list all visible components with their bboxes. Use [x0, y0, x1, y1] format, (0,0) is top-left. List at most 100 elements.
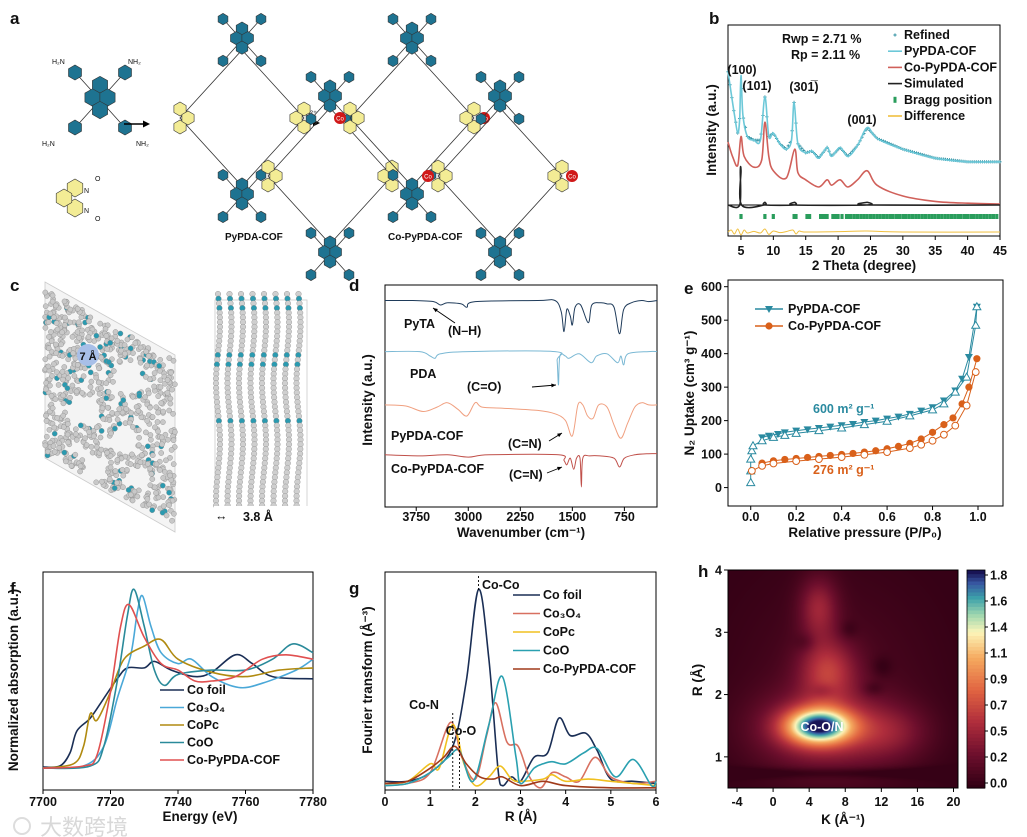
atom	[87, 391, 93, 398]
colorbar-segment	[967, 755, 985, 760]
ring	[55, 188, 73, 208]
phenyl-ring	[255, 13, 267, 26]
phenyl-ring	[513, 268, 525, 281]
atom	[163, 512, 170, 519]
atom	[51, 361, 57, 367]
atom	[60, 412, 67, 419]
chart-panel-e: 0.0 0.2 0.4 0.6 0.8 1.0 0 100 200 300 400 500 600 Rel…	[682, 279, 1004, 540]
panel-labels: a b c d e f g h	[10, 9, 719, 598]
atom	[69, 333, 76, 340]
atom	[111, 368, 117, 374]
phenyl-ring	[425, 13, 437, 26]
panel-label-b: b	[709, 9, 719, 28]
atom	[53, 341, 59, 348]
atom	[97, 434, 104, 441]
phenyl-ring	[217, 13, 229, 26]
x-tick-label: 1.0	[969, 510, 986, 524]
y-tick-label: 500	[701, 314, 722, 328]
atom	[42, 324, 49, 331]
phen-ring	[297, 101, 311, 117]
legend-label: CoPc	[187, 718, 219, 732]
bragg-tick	[959, 214, 963, 219]
pyrene-ring	[323, 254, 337, 269]
legend: Co foil Co₃O₄ CoPc CoO Co-PyPDA-COF	[160, 683, 280, 767]
atom	[73, 431, 79, 438]
atom	[87, 369, 94, 376]
bragg-tick	[771, 214, 775, 219]
atom	[145, 390, 152, 397]
atom	[82, 435, 88, 442]
colorbar-segment	[967, 628, 985, 633]
bragg-tick	[763, 214, 767, 219]
atom	[128, 410, 134, 416]
cof-pore	[261, 71, 399, 281]
colorbar-tick-label: 0.2	[990, 751, 1007, 765]
data-point	[927, 404, 938, 414]
legend-item: Co-PyPDA-COF	[755, 319, 881, 333]
atom	[65, 439, 71, 446]
atom	[166, 489, 172, 496]
atom	[86, 318, 92, 325]
data-point	[803, 453, 812, 462]
legend-item: CoPc	[513, 625, 575, 639]
legend-item: Difference	[888, 109, 965, 123]
legend-label: PyPDA-COF	[788, 302, 861, 316]
watermark: 大数跨境	[13, 815, 128, 837]
y-axis-label: Normalized absorption (a.u.)	[6, 589, 21, 771]
annotation-label: PyTA	[404, 317, 435, 331]
bragg-tick	[949, 214, 953, 219]
bragg-tick	[872, 214, 876, 219]
colorbar-segment	[967, 639, 985, 644]
atom	[69, 382, 76, 389]
colorbar-segment	[967, 715, 985, 720]
phenyl-ring	[513, 71, 525, 84]
legend-label: Co foil	[543, 588, 582, 602]
x-tick-label: 0.4	[833, 510, 850, 524]
data-point	[872, 447, 880, 455]
atom	[134, 493, 141, 500]
atom	[157, 467, 163, 473]
atom	[75, 319, 82, 326]
atom	[137, 344, 144, 351]
atom	[46, 353, 53, 360]
atom-label: N	[84, 188, 89, 195]
atom	[48, 338, 55, 344]
x-axis-label: Relative pressure (P/P₀)	[788, 525, 941, 540]
atom	[112, 468, 119, 474]
series-pda-line	[384, 350, 658, 386]
phen-ring	[439, 168, 453, 184]
atom	[73, 388, 80, 395]
series-pypda-cof-line	[384, 401, 658, 439]
legend-marker-icon	[893, 96, 897, 103]
atom-label: N	[84, 208, 89, 215]
atom	[107, 372, 114, 379]
pyrene-node	[217, 13, 267, 67]
phenyl-ring	[425, 54, 437, 67]
atom	[77, 463, 84, 470]
colorbar-segment	[967, 766, 985, 771]
colorbar-segment	[967, 649, 985, 655]
pore-marker	[77, 344, 99, 366]
atom	[90, 433, 97, 440]
bragg-tick	[920, 214, 924, 219]
cobalt-label: Co	[336, 117, 344, 123]
atom	[109, 410, 115, 416]
atom	[162, 469, 168, 475]
atom	[147, 404, 153, 411]
atom	[42, 289, 49, 296]
atom	[73, 437, 80, 443]
colorbar-segment	[967, 751, 985, 756]
y-tick-label: 0	[715, 481, 722, 495]
annotation-label: Co-PyPDA-COF	[391, 462, 484, 476]
atom	[55, 382, 62, 388]
x-tick-label: -4	[731, 795, 742, 809]
atom	[144, 496, 151, 502]
atom	[114, 338, 121, 344]
colorbar-segment	[967, 748, 985, 753]
data-point	[882, 416, 892, 425]
legend-label: Co-PyPDA-COF	[187, 753, 280, 767]
series-difference-line	[727, 228, 1001, 236]
data-point	[815, 455, 823, 464]
legend-item: Refined	[893, 28, 950, 42]
